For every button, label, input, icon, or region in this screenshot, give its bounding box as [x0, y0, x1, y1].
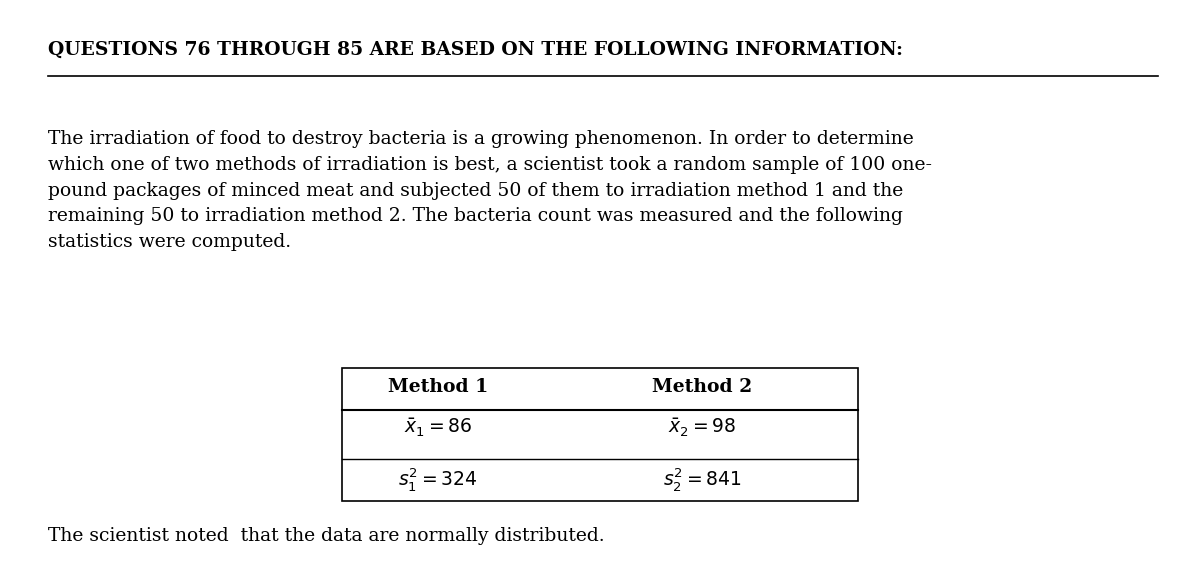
Text: The scientist noted  that the data are normally distributed.: The scientist noted that the data are no… — [48, 527, 605, 545]
Text: Method 2: Method 2 — [652, 378, 752, 395]
Bar — [342, 368, 858, 501]
Text: The irradiation of food to destroy bacteria is a growing phenomenon. In order to: The irradiation of food to destroy bacte… — [48, 130, 932, 251]
Text: $s_1^2 = 324$: $s_1^2 = 324$ — [398, 466, 478, 493]
Text: $s_2^2 = 841$: $s_2^2 = 841$ — [662, 466, 742, 493]
Text: $\bar{x}_2 = 98$: $\bar{x}_2 = 98$ — [668, 417, 736, 439]
Text: Method 1: Method 1 — [388, 378, 488, 395]
Text: QUESTIONS 76 THROUGH 85 ARE BASED ON THE FOLLOWING INFORMATION:: QUESTIONS 76 THROUGH 85 ARE BASED ON THE… — [48, 41, 904, 58]
Text: $\bar{x}_1 = 86$: $\bar{x}_1 = 86$ — [404, 417, 472, 439]
